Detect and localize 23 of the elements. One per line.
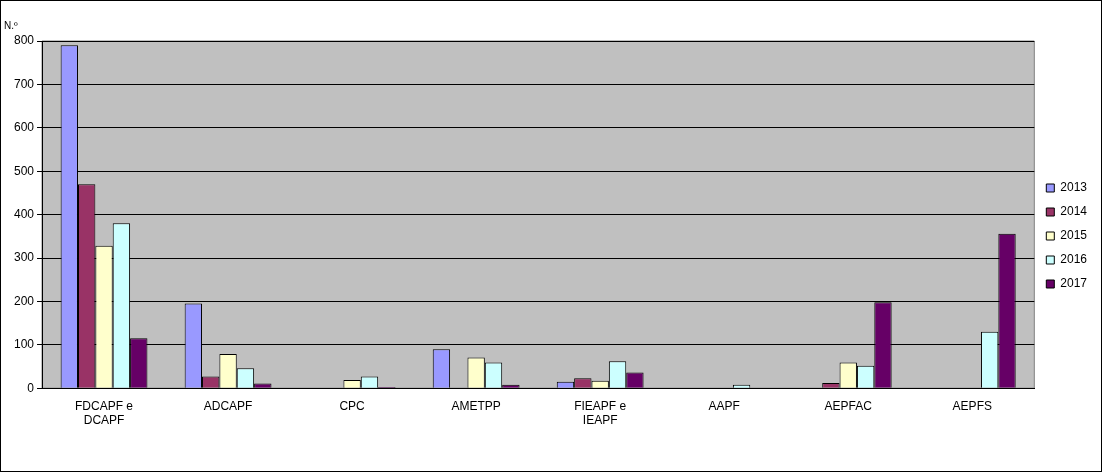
x-tick-label: AAPF [708,398,740,413]
y-tick-label: 600 [13,120,35,135]
x-tick-label: CPC [339,398,366,413]
legend-label: 2015 [1060,228,1088,243]
x-tick-label: AEPFS [952,398,992,413]
x-tick-label: AEPFAC [824,398,873,413]
legend-label: 2013 [1060,180,1088,195]
x-tick-label: AMETPP [451,398,501,413]
y-tick-label: 700 [13,76,35,91]
legend-label: 2016 [1060,252,1088,267]
x-tick-label: FIEAPF e IEAPF [574,398,627,428]
y-tick-label: 800 [13,33,35,48]
y-axis-title: N.º [4,19,19,31]
legend-label: 2017 [1060,276,1088,291]
x-tick-label: ADCAPF [203,398,253,413]
y-tick-label: 500 [13,163,35,178]
y-tick-label: 200 [13,293,35,308]
y-tick-label: 100 [13,337,35,352]
y-tick-label: 0 [27,380,35,395]
y-tick-label: 400 [13,206,35,221]
legend-label: 2014 [1060,204,1088,219]
x-tick-label: FDCAPF e DCAPF [75,398,134,428]
y-tick-label: 300 [13,250,35,265]
